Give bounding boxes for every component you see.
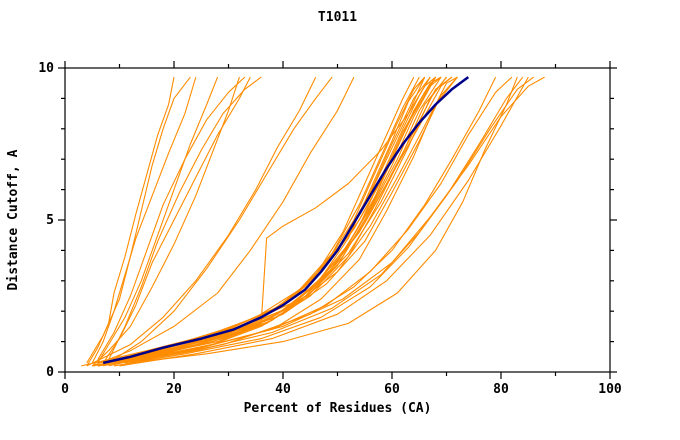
model-curve bbox=[119, 76, 529, 367]
y-tick-label: 0 bbox=[46, 365, 54, 380]
reference-curve bbox=[102, 76, 470, 365]
x-tick-label: 80 bbox=[493, 382, 509, 397]
y-tick-label: 5 bbox=[46, 213, 54, 228]
model-curve bbox=[108, 76, 262, 361]
model-curve bbox=[86, 76, 191, 364]
model-curve bbox=[91, 76, 197, 364]
x-tick-label: 0 bbox=[61, 382, 69, 397]
model-curve bbox=[86, 76, 317, 367]
model-curve bbox=[97, 76, 246, 361]
model-curve bbox=[119, 76, 437, 364]
model-curve bbox=[124, 76, 535, 364]
model-curve bbox=[119, 76, 497, 364]
model-curve bbox=[113, 76, 524, 367]
model-curve bbox=[97, 76, 219, 364]
x-tick-label: 60 bbox=[384, 382, 400, 397]
model-curve bbox=[108, 76, 442, 367]
model-curve bbox=[86, 76, 175, 367]
x-axis-label: Percent of Residues (CA) bbox=[243, 401, 432, 416]
x-tick-label: 40 bbox=[275, 382, 291, 397]
model-curve bbox=[108, 76, 426, 364]
model-curve bbox=[119, 76, 453, 361]
x-tick-label: 100 bbox=[598, 382, 622, 397]
model-curve bbox=[92, 76, 355, 367]
x-tick-label: 20 bbox=[166, 382, 182, 397]
model-curve bbox=[108, 76, 333, 364]
model-curve bbox=[102, 76, 251, 364]
model-curve bbox=[135, 76, 545, 361]
model-curve bbox=[130, 76, 518, 364]
y-tick-label: 10 bbox=[38, 61, 54, 76]
model-curve bbox=[81, 76, 420, 367]
chart-title: T1011 bbox=[317, 10, 358, 25]
